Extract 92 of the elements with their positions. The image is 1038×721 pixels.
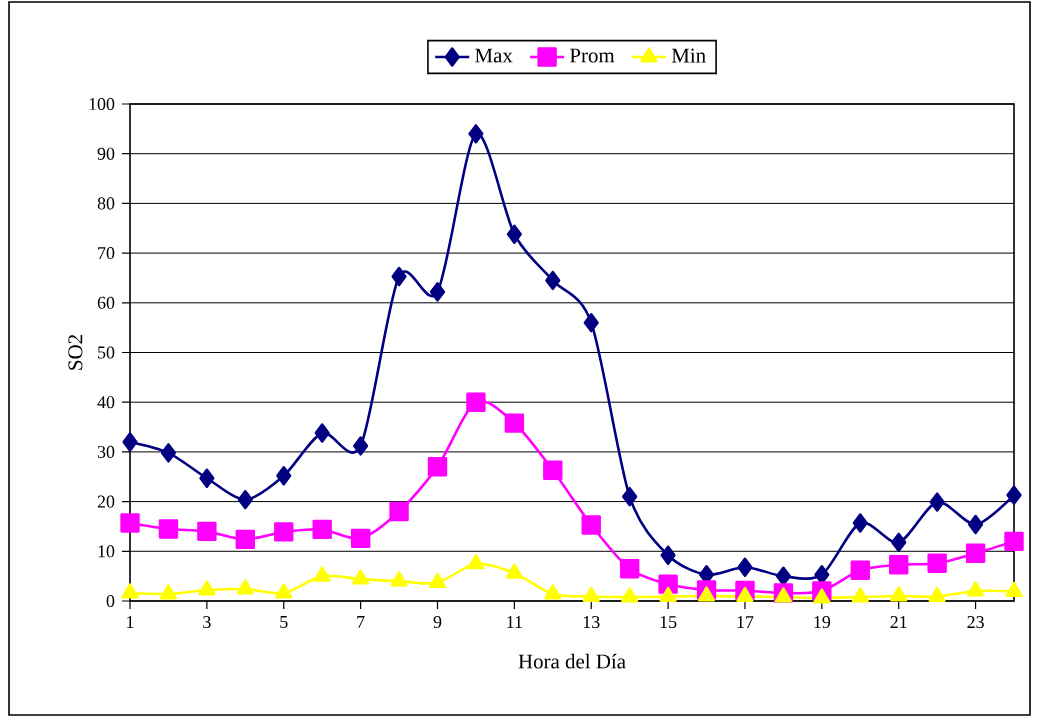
point [353, 436, 369, 456]
legend-label: Max [475, 48, 513, 63]
point [427, 457, 448, 477]
x-tick-label: 1 [127, 616, 134, 628]
point [967, 581, 985, 597]
x-tick-label: 5 [280, 616, 288, 628]
point [927, 553, 947, 573]
point [544, 584, 562, 600]
y-tick-label: 50 [98, 346, 115, 359]
point [237, 489, 253, 510]
y-tick-label: 0 [106, 594, 115, 608]
y-tick-label: 80 [97, 197, 115, 210]
point [737, 557, 753, 577]
x-tick-label: 19 [814, 616, 831, 629]
point [622, 486, 638, 507]
x-tick-label: 23 [967, 616, 984, 629]
point [775, 566, 792, 586]
point [312, 519, 332, 540]
point [275, 583, 293, 599]
point [505, 563, 523, 579]
x-tick-label: 7 [357, 616, 365, 628]
point [120, 513, 140, 533]
point [659, 586, 677, 603]
point [158, 519, 179, 539]
point [621, 587, 639, 603]
point [967, 514, 984, 535]
point [660, 545, 676, 565]
point [466, 392, 486, 412]
point [199, 468, 215, 488]
point [235, 529, 256, 550]
point [352, 569, 370, 585]
y-tick-label: 10 [98, 545, 115, 558]
point [389, 501, 409, 522]
point [545, 270, 561, 291]
x-axis-title: Hora del Día [518, 653, 626, 669]
point [965, 543, 986, 563]
x-tick-label: 15 [660, 616, 677, 629]
point [1004, 531, 1024, 552]
point [198, 580, 216, 596]
point [1005, 581, 1023, 598]
x-tick-label: 9 [433, 616, 442, 629]
point [851, 587, 869, 603]
point [390, 571, 408, 587]
point [236, 579, 254, 595]
point [928, 586, 946, 603]
point [276, 466, 292, 486]
x-tick-label: 11 [507, 616, 522, 628]
y-tick-label: 20 [97, 495, 115, 508]
point [504, 413, 525, 433]
x-tick-label: 3 [203, 616, 211, 629]
point [929, 492, 945, 512]
point [274, 522, 294, 542]
y-tick-label: 40 [97, 396, 115, 409]
y-tick-label: 60 [97, 296, 115, 309]
point [890, 586, 908, 602]
point [1006, 485, 1022, 505]
point [736, 586, 754, 603]
y-axis-title: SO2 [68, 335, 83, 370]
point [468, 124, 484, 144]
point [467, 554, 485, 570]
point [159, 584, 178, 600]
point [391, 266, 407, 287]
legend-label: Min [671, 48, 706, 63]
y-tick-label: 70 [98, 247, 115, 260]
y-tick-label: 30 [97, 445, 115, 458]
x-tick-label: 13 [583, 616, 600, 629]
point [313, 566, 331, 582]
point [697, 586, 716, 602]
point [581, 515, 601, 535]
point [850, 560, 870, 580]
point [121, 583, 139, 599]
point [428, 572, 447, 589]
point [619, 558, 640, 579]
point [160, 443, 177, 463]
point [582, 586, 600, 603]
point [543, 460, 563, 480]
point [350, 528, 371, 549]
x-tick-label: 21 [890, 616, 907, 628]
x-tick-label: 17 [737, 616, 754, 628]
point [429, 282, 446, 302]
point [122, 432, 138, 452]
point [506, 224, 522, 244]
point [891, 532, 907, 553]
point [852, 513, 868, 533]
y-tick-label: 90 [97, 147, 115, 160]
point [314, 423, 330, 443]
legend-label: Prom [569, 48, 615, 63]
point [813, 588, 831, 604]
point [583, 312, 599, 333]
point [889, 555, 909, 575]
point [197, 521, 217, 542]
y-tick-label: 100 [89, 97, 115, 111]
